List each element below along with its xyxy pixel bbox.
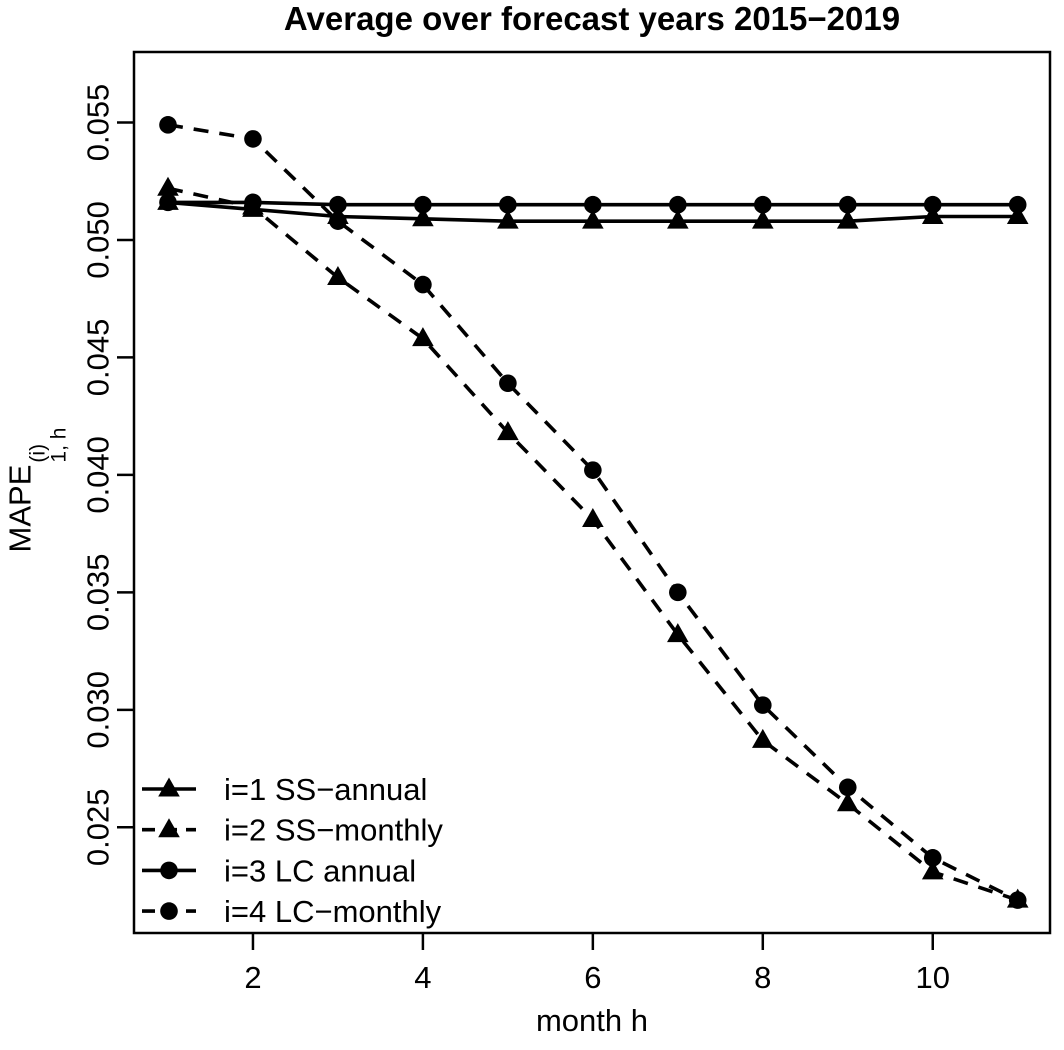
circle-marker [159, 116, 177, 134]
circle-marker [329, 212, 347, 230]
circle-marker [414, 195, 432, 214]
legend-circle-marker [160, 861, 178, 880]
triangle-marker [751, 728, 774, 748]
circle-marker [923, 195, 942, 214]
circle-marker [753, 195, 772, 214]
x-axis-tick-label: 10 [915, 960, 949, 995]
circle-marker [1008, 891, 1027, 909]
legend-label: i=1 SS−annual [224, 772, 427, 807]
circle-marker [669, 195, 687, 214]
triangle-marker [582, 209, 604, 229]
circle-marker [584, 461, 602, 479]
legend-triangle-marker [158, 777, 180, 797]
x-axis-label: month h [535, 1003, 648, 1038]
y-axis-tick-label: 0.055 [81, 84, 116, 162]
circle-marker [499, 195, 517, 214]
triangle-marker [751, 209, 774, 229]
triangle-marker [412, 327, 434, 347]
triangle-marker [836, 792, 859, 812]
circle-marker [159, 193, 177, 212]
legend-item-i3-lc-annual: i=3 LC annual [142, 853, 416, 888]
legend-label: i=3 LC annual [224, 853, 416, 888]
y-axis-tick-label: 0.030 [81, 671, 116, 749]
circle-marker [244, 193, 262, 212]
chart-title: Average over forecast years 2015−2019 [283, 0, 901, 37]
circle-marker [923, 849, 942, 867]
triangle-marker [667, 209, 689, 229]
y-axis: 0.025 0.030 0.035 0.040 0.045 0.050 0.055 [81, 84, 134, 866]
triangle-marker [836, 209, 859, 229]
triangle-marker [157, 176, 179, 196]
legend-label: i=4 LC−monthly [224, 894, 442, 929]
triangle-marker [412, 207, 434, 227]
y-axis-tick-label: 0.025 [81, 788, 116, 866]
y-axis-tick-label: 0.040 [81, 436, 116, 514]
x-axis-tick-label: 8 [754, 960, 771, 995]
x-axis-tick-label: 4 [414, 960, 431, 995]
legend-item-i4-lc-monthly: i=4 LC−monthly [142, 894, 442, 929]
circle-marker [414, 275, 432, 294]
circle-marker [244, 130, 262, 148]
series-line-i4-lc-monthly [167, 123, 1019, 902]
x-axis: 2 4 6 8 10 [244, 933, 950, 995]
triangle-marker [921, 860, 944, 880]
circle-marker [753, 696, 772, 714]
legend-circle-marker [160, 902, 178, 920]
x-axis-tick-label: 6 [584, 960, 601, 995]
circle-marker [838, 778, 857, 797]
y-axis-tick-label: 0.035 [81, 554, 116, 632]
legend-item-i1-ss-annual: i=1 SS−annual [142, 772, 427, 807]
circle-marker [329, 195, 347, 214]
legend-label: i=2 SS−monthly [224, 813, 443, 848]
circle-marker [499, 374, 517, 393]
circle-marker [584, 195, 602, 214]
triangle-marker [1006, 204, 1029, 224]
triangle-marker [497, 421, 519, 441]
series-i4-lc-monthly [159, 116, 1027, 909]
x-axis-tick-label: 2 [244, 960, 261, 995]
circle-marker [838, 195, 857, 214]
triangle-marker [327, 266, 349, 286]
y-axis-tick-label: 0.050 [81, 201, 116, 279]
circle-marker [669, 583, 687, 602]
triangle-marker [921, 204, 944, 224]
legend: i=1 SS−annual i=2 SS−monthly i=3 LC annual… [142, 772, 443, 929]
triangle-marker [582, 508, 604, 528]
circle-marker [1008, 195, 1027, 214]
y-axis-tick-label: 0.045 [81, 319, 116, 397]
triangle-marker [667, 623, 689, 643]
triangle-marker [497, 209, 519, 229]
series-i3-lc-annual [159, 193, 1027, 214]
legend-item-i2-ss-monthly: i=2 SS−monthly [142, 813, 443, 848]
legend-triangle-marker [158, 818, 180, 838]
